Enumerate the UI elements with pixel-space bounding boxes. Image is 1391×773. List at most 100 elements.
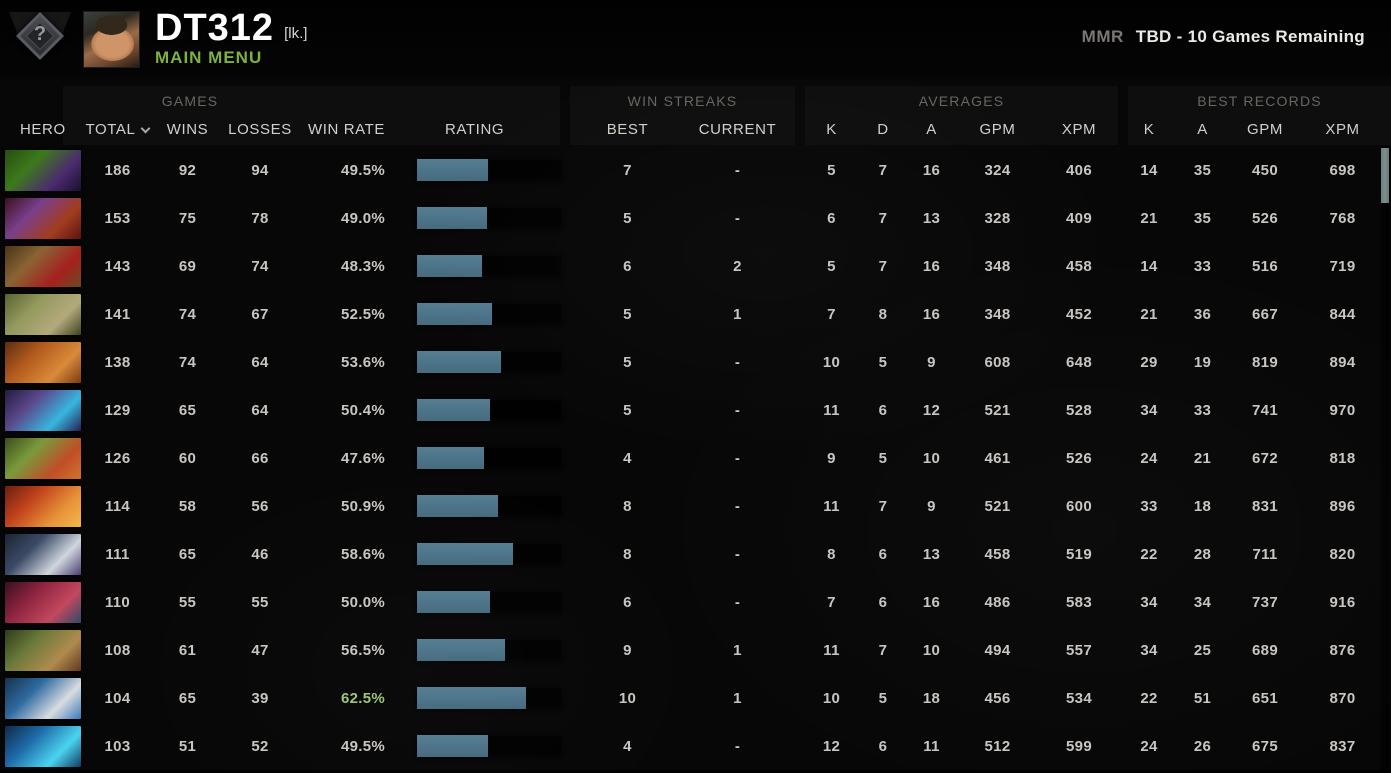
avg-assists-value: 16 xyxy=(922,593,941,611)
table-row[interactable]: 108 61 47 56.5% 9 1 11 7 10 494 557 34 2… xyxy=(0,626,1391,674)
best-xpm-value: 916 xyxy=(1329,593,1356,611)
best-kills-value: 21 xyxy=(1140,305,1158,323)
column-header-best-streak[interactable]: BEST xyxy=(606,121,649,138)
wins-value: 74 xyxy=(178,305,197,323)
best-streak-value: 8 xyxy=(623,497,632,515)
hero-portrait-mirana[interactable] xyxy=(5,533,81,575)
avg-assists-value: 16 xyxy=(922,305,941,323)
hero-portrait-pangolier[interactable] xyxy=(5,581,81,623)
top-bar: ? DT312 [lk.] MAIN MENU MMR TBD - 10 Gam… xyxy=(0,0,1391,78)
hero-portrait-lina[interactable] xyxy=(5,485,81,527)
column-header-best-gpm[interactable]: GPM xyxy=(1247,121,1283,138)
best-streak-value: 6 xyxy=(623,257,632,275)
column-header-total[interactable]: TOTAL xyxy=(85,121,151,138)
avg-assists-value: 16 xyxy=(922,257,941,275)
best-kills-value: 22 xyxy=(1140,689,1158,707)
avg-deaths-value: 7 xyxy=(878,161,888,179)
main-menu-button[interactable]: MAIN MENU xyxy=(155,48,263,67)
best-gpm-value: 741 xyxy=(1252,401,1278,419)
column-header-best-a[interactable]: A xyxy=(1197,121,1208,138)
table-row[interactable]: 186 92 94 49.5% 7 - 5 7 16 324 406 14 35… xyxy=(0,146,1391,194)
column-header-avg-xpm[interactable]: XPM xyxy=(1061,121,1097,138)
best-streak-value: 4 xyxy=(623,737,632,755)
win-rate-value: 49.0% xyxy=(340,209,385,227)
current-streak-value: - xyxy=(734,353,741,371)
best-xpm-value: 876 xyxy=(1329,641,1356,659)
column-header-current-streak[interactable]: CURRENT xyxy=(698,121,777,138)
best-streak-value: 9 xyxy=(623,641,632,659)
hero-portrait-zeus[interactable] xyxy=(5,677,81,719)
avg-xpm-value: 409 xyxy=(1066,209,1092,227)
table-row[interactable]: 103 51 52 49.5% 4 - 12 6 11 512 599 24 2… xyxy=(0,722,1391,770)
best-gpm-value: 689 xyxy=(1252,641,1278,659)
table-row[interactable]: 143 69 74 48.3% 6 2 5 7 16 348 458 14 33… xyxy=(0,242,1391,290)
avg-xpm-value: 600 xyxy=(1066,497,1092,515)
avg-xpm-value: 534 xyxy=(1066,689,1092,707)
avg-gpm-value: 348 xyxy=(984,257,1011,275)
best-gpm-value: 667 xyxy=(1252,305,1278,323)
column-header-avg-k[interactable]: K xyxy=(826,121,837,138)
best-kills-value: 34 xyxy=(1140,401,1158,419)
column-header-hero[interactable]: HERO xyxy=(20,121,66,138)
current-streak-value: - xyxy=(734,209,741,227)
column-header-avg-a[interactable]: A xyxy=(926,121,937,138)
column-header-wins[interactable]: WINS xyxy=(166,121,209,138)
hero-portrait-storm-spirit[interactable] xyxy=(5,725,81,767)
hero-portrait-lion[interactable] xyxy=(5,197,81,239)
rank-badge-icon[interactable]: ? xyxy=(9,6,71,72)
current-streak-value: - xyxy=(734,497,741,515)
avg-xpm-value: 519 xyxy=(1066,545,1092,563)
avg-xpm-value: 528 xyxy=(1066,401,1092,419)
column-header-losses[interactable]: LOSSES xyxy=(228,121,292,138)
column-header-rating[interactable]: RATING xyxy=(445,121,505,138)
avg-deaths-value: 7 xyxy=(878,497,888,515)
hero-portrait-pudge[interactable] xyxy=(5,293,81,335)
table-row[interactable]: 114 58 56 50.9% 8 - 11 7 9 521 600 33 18… xyxy=(0,482,1391,530)
table-row[interactable]: 126 60 66 47.6% 4 - 9 5 10 461 526 24 21… xyxy=(0,434,1391,482)
player-tag: [lk.] xyxy=(284,25,308,42)
hero-portrait-earthshaker[interactable] xyxy=(5,245,81,287)
rating-bar xyxy=(417,543,562,565)
column-header-best-k[interactable]: K xyxy=(1143,121,1155,138)
table-row[interactable]: 138 74 64 53.6% 5 - 10 5 9 608 648 29 19… xyxy=(0,338,1391,386)
best-streak-value: 5 xyxy=(623,209,632,227)
column-header-best-xpm[interactable]: XPM xyxy=(1325,121,1360,138)
group-label-games: GAMES xyxy=(161,93,219,109)
scrollbar-thumb[interactable] xyxy=(1381,148,1389,203)
table-row[interactable]: 104 65 39 62.5% 10 1 10 5 18 456 534 22 … xyxy=(0,674,1391,722)
table-row[interactable]: 141 74 67 52.5% 5 1 7 8 16 348 452 21 36… xyxy=(0,290,1391,338)
rating-bar-fill xyxy=(417,207,487,229)
avg-deaths-value: 5 xyxy=(878,449,888,467)
losses-value: 55 xyxy=(251,593,269,611)
table-row[interactable]: 129 65 64 50.4% 5 - 11 6 12 521 528 34 3… xyxy=(0,386,1391,434)
avg-xpm-value: 599 xyxy=(1066,737,1092,755)
win-rate-value: 50.4% xyxy=(340,401,385,419)
player-avatar[interactable] xyxy=(83,11,140,68)
table-row[interactable]: 110 55 55 50.0% 6 - 7 6 16 486 583 34 34… xyxy=(0,578,1391,626)
hero-portrait-windranger[interactable] xyxy=(5,437,81,479)
current-streak-value: 1 xyxy=(733,641,742,659)
avg-kills-value: 10 xyxy=(822,353,841,371)
table-row[interactable]: 153 75 78 49.0% 5 - 6 7 13 328 409 21 35… xyxy=(0,194,1391,242)
hero-portrait-monkey-king[interactable] xyxy=(5,629,81,671)
best-kills-value: 34 xyxy=(1140,593,1158,611)
hero-portrait-rubick[interactable] xyxy=(5,149,81,191)
column-header-win-rate[interactable]: WIN RATE xyxy=(307,121,385,138)
wins-value: 65 xyxy=(178,689,197,707)
hero-portrait-bristleback[interactable] xyxy=(5,341,81,383)
column-header-avg-gpm[interactable]: GPM xyxy=(979,121,1016,138)
rating-bar xyxy=(417,351,562,373)
column-header-avg-d[interactable]: D xyxy=(877,121,889,138)
hero-portrait-tinker[interactable] xyxy=(5,389,81,431)
avg-gpm-value: 328 xyxy=(984,209,1011,227)
total-games-value: 110 xyxy=(104,593,131,611)
avg-deaths-value: 5 xyxy=(878,353,888,371)
scrollbar-track[interactable] xyxy=(1381,146,1390,773)
current-streak-value: - xyxy=(734,449,741,467)
table-row[interactable]: 111 65 46 58.6% 8 - 8 6 13 458 519 22 28… xyxy=(0,530,1391,578)
best-kills-value: 21 xyxy=(1140,209,1158,227)
best-assists-value: 33 xyxy=(1193,257,1212,275)
best-gpm-value: 711 xyxy=(1252,545,1278,563)
avg-deaths-value: 7 xyxy=(878,209,888,227)
avg-deaths-value: 6 xyxy=(878,593,888,611)
